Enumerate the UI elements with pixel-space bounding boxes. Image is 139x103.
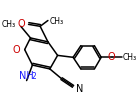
Text: NH: NH <box>19 71 34 81</box>
Text: N: N <box>76 84 83 94</box>
Text: O: O <box>12 45 20 55</box>
Text: CH₃: CH₃ <box>122 53 137 62</box>
Text: O: O <box>17 19 25 29</box>
Text: 2: 2 <box>32 72 37 81</box>
Text: CH₃: CH₃ <box>2 20 16 29</box>
Text: O: O <box>107 52 115 62</box>
Text: CH₃: CH₃ <box>50 17 64 26</box>
